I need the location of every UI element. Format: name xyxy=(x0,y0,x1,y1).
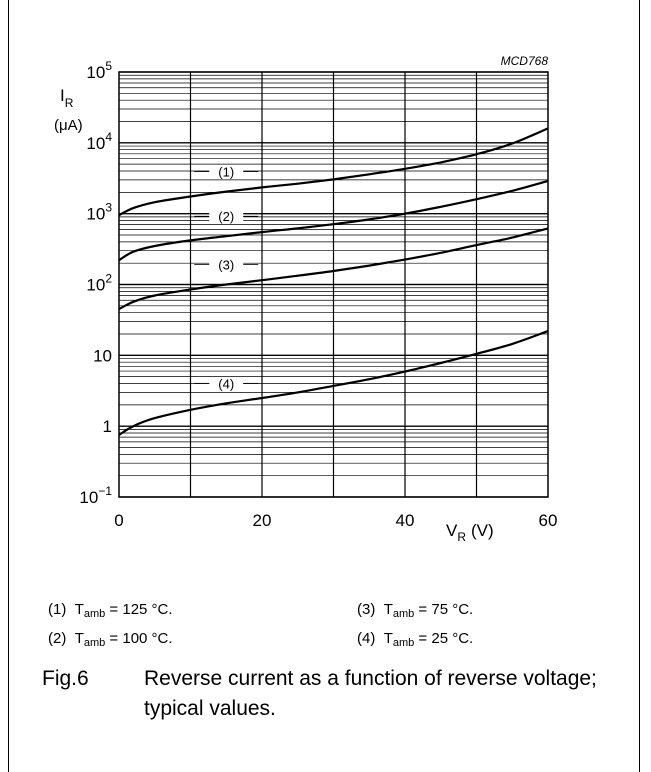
legend-item-3: (3) Tamb = 75 °C. xyxy=(357,601,474,620)
svg-text:(2): (2) xyxy=(218,209,234,224)
svg-text:(3): (3) xyxy=(218,258,234,273)
chart: (1) (2) (3) (4) 10−1 1 10 102 103 104 105 0 20 40 60… xyxy=(54,54,557,544)
svg-text:(1): (1) xyxy=(218,165,234,180)
figure-frame xyxy=(8,0,640,772)
series-label-2: (2) xyxy=(194,209,259,224)
series-line-1 xyxy=(118,127,549,217)
y-axis-label: IR xyxy=(60,86,74,110)
grid xyxy=(119,71,548,498)
legend-item-2: (2) Tamb = 100 °C. xyxy=(48,630,173,649)
y-tick-label: 10−1 xyxy=(79,484,112,507)
y-tick-label: 103 xyxy=(86,201,112,224)
y-tick-label: 104 xyxy=(86,130,112,153)
series-label-4: (4) xyxy=(194,376,259,391)
legend-item-4: (4) Tamb = 25 °C. xyxy=(357,630,474,649)
series-line-2 xyxy=(118,179,549,262)
y-axis-unit: (μA) xyxy=(54,117,83,134)
series-line-4 xyxy=(118,330,549,436)
legend-item-1: (1) Tamb = 125 °C. xyxy=(48,601,173,620)
x-tick-label: 40 xyxy=(396,511,415,530)
x-tick-labels: 0 20 40 60 xyxy=(114,511,557,530)
caption-text: Reverse current as a function of reverse… xyxy=(144,667,597,720)
y-tick-labels: 10−1 1 10 102 103 104 105 xyxy=(79,59,112,507)
x-tick-label: 60 xyxy=(539,511,558,530)
x-tick-label: 0 xyxy=(114,511,123,530)
x-axis-label: VR (V) xyxy=(446,521,494,544)
x-tick-label: 20 xyxy=(253,511,272,530)
series-layer: (1) (2) (3) (4) xyxy=(118,127,549,436)
y-tick-label: 10 xyxy=(93,346,112,365)
svg-text:(4): (4) xyxy=(218,376,234,391)
y-tick-label: 105 xyxy=(86,59,112,82)
plot-border xyxy=(118,71,549,498)
figure-number: Fig.6 xyxy=(42,667,89,690)
figure-code: MCD768 xyxy=(501,54,549,68)
series-line-3 xyxy=(118,227,549,311)
y-tick-label: 102 xyxy=(86,272,112,295)
series-label-1: (1) xyxy=(194,165,259,180)
series-label-3: (3) xyxy=(194,258,259,273)
y-tick-label: 1 xyxy=(103,417,112,436)
